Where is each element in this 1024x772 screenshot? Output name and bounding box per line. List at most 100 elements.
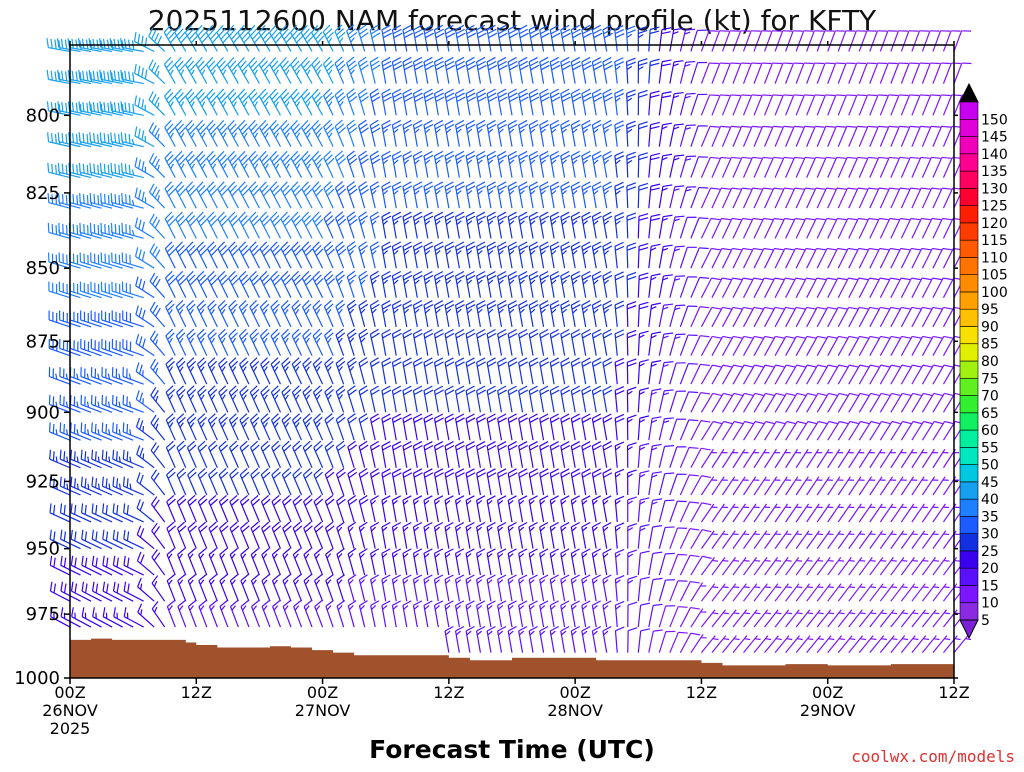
barb-tick (519, 418, 527, 423)
barb-tick (85, 478, 86, 487)
barb-tick (295, 554, 298, 559)
barb-tick (488, 580, 492, 584)
wind-barb (314, 549, 322, 576)
wind-barb (466, 626, 474, 652)
barb-tick (466, 414, 474, 419)
barb-tick (445, 212, 453, 217)
barb-tick (143, 310, 145, 319)
wind-barb (250, 242, 260, 268)
wind-barb (283, 522, 292, 549)
wind-barb (198, 386, 207, 412)
barb-tick (456, 601, 464, 606)
wind-barb (445, 57, 455, 83)
wind-barb (228, 182, 238, 208)
barb-tick (202, 133, 205, 138)
barb-tick (414, 554, 418, 558)
wind-barb (498, 212, 507, 238)
wind-barb (348, 495, 357, 522)
wind-barb (240, 386, 249, 412)
wind-barb (209, 600, 217, 627)
wind-barb (371, 575, 379, 601)
barb-staff (113, 513, 133, 522)
barb-tick (540, 418, 548, 423)
wind-barb (413, 301, 422, 327)
barb-tick (467, 275, 475, 280)
barb-tick (296, 338, 299, 343)
wind-barb (347, 182, 357, 209)
barb-tick (540, 246, 548, 251)
barb-tick (550, 601, 558, 606)
barb-tick (446, 527, 450, 531)
wind-barb (456, 182, 465, 208)
barb-tick (283, 575, 290, 581)
barb-staff (313, 364, 322, 384)
barb-tick (561, 216, 569, 221)
barb-tick (283, 600, 290, 606)
barb-tick (383, 309, 387, 313)
barb-tick (583, 65, 591, 70)
barb-tick (178, 549, 185, 555)
barb-tick (413, 329, 421, 334)
wind-barb (196, 120, 207, 146)
barb-tick (425, 473, 433, 478)
barb-tick (530, 155, 538, 160)
barb-tick (572, 445, 580, 450)
barb-tick (572, 93, 580, 98)
barb-staff (186, 189, 196, 208)
barb-tick (232, 580, 236, 585)
wind-barb (487, 522, 495, 548)
wind-barb (324, 89, 334, 115)
barb-staff (167, 502, 175, 522)
barb-tick (572, 61, 580, 66)
barb-tick (552, 309, 556, 313)
barb-tick (404, 124, 412, 129)
barb-tick (383, 221, 387, 225)
barb-tick (119, 457, 120, 463)
wind-barb (312, 182, 322, 208)
wind-barb (207, 120, 218, 146)
wind-barb (456, 271, 465, 297)
wind-barb (151, 387, 165, 412)
barb-tick (530, 527, 534, 531)
barb-tick (64, 451, 65, 460)
barb-staff (176, 189, 186, 208)
barb-tick (179, 606, 183, 611)
barb-tick (446, 390, 454, 395)
barb-tick (540, 386, 548, 391)
wind-barb (413, 271, 422, 297)
wind-barb (550, 442, 559, 468)
barb-tick (488, 155, 496, 160)
barb-tick (487, 386, 495, 391)
barb-tick (139, 308, 141, 317)
wind-barb (165, 242, 175, 268)
wind-barb (519, 182, 528, 208)
barb-tick (153, 305, 158, 313)
barb-tick (572, 500, 576, 504)
barb-tick (382, 212, 390, 217)
barb-tick (519, 554, 523, 558)
barb-tick (435, 246, 443, 251)
barb-tick (71, 582, 72, 591)
barb-tick (140, 555, 144, 564)
barb-tick (498, 445, 506, 450)
barb-tick (117, 451, 118, 460)
barb-tick (316, 554, 319, 559)
wind-barb (466, 182, 475, 208)
barb-tick (404, 554, 408, 558)
barb-tick (338, 606, 342, 610)
barb-tick (372, 605, 376, 609)
barb-tick (467, 93, 475, 98)
barb-tick (487, 469, 495, 474)
barb-tick (425, 445, 433, 450)
wind-barb (445, 182, 454, 208)
barb-tick (540, 414, 548, 419)
barb-tick (435, 362, 443, 367)
barb-tick (142, 192, 144, 201)
barb-tick (561, 445, 569, 450)
barb-tick (498, 631, 502, 635)
wind-barb (466, 120, 475, 146)
barb-tick (404, 191, 408, 195)
barb-tick (371, 275, 379, 280)
wind-barb (303, 468, 312, 495)
barb-tick (550, 57, 558, 62)
